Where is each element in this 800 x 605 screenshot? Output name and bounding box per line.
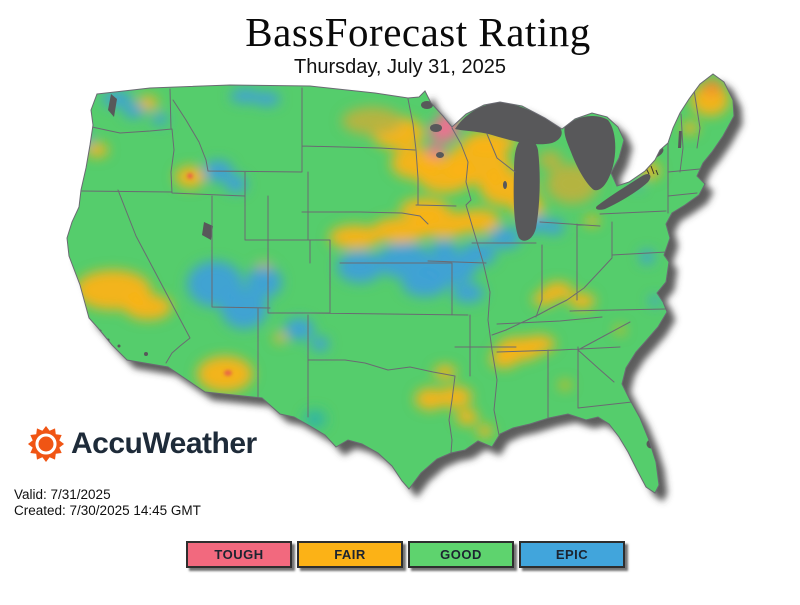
rating-blob-epic xyxy=(544,219,564,235)
rating-blob-fair xyxy=(456,209,500,233)
rating-blob-epic xyxy=(452,283,484,303)
rating-blob-epic xyxy=(431,240,457,258)
rating-blob-fair xyxy=(533,292,555,306)
rating-blob-fair xyxy=(569,293,595,309)
rating-blob-epic xyxy=(337,251,383,283)
channel-island-3 xyxy=(117,344,121,348)
lake-champlain xyxy=(678,131,682,148)
rating-blob-epic xyxy=(254,92,280,106)
lake-superior xyxy=(455,102,562,145)
rating-blob-fair xyxy=(86,143,108,157)
legend-label: EPIC xyxy=(555,547,589,562)
validity-block: Valid: 7/31/2025 Created: 7/30/2025 14:4… xyxy=(14,487,201,519)
rating-blob-fair xyxy=(438,386,472,408)
rating-hotspot-layer xyxy=(187,173,232,376)
rating-blob-fair xyxy=(434,365,456,379)
minnesota-lake-1 xyxy=(430,124,442,132)
page-title: BassForecast Rating xyxy=(245,9,591,55)
rating-blob-fair xyxy=(585,216,599,226)
legend-item-epic: EPIC xyxy=(519,541,625,568)
rating-blob-epic xyxy=(152,113,168,125)
rating-blob-epic xyxy=(230,89,260,103)
salton-sea xyxy=(144,352,148,356)
created-timestamp: Created: 7/30/2025 14:45 GMT xyxy=(14,503,201,518)
legend-label: GOOD xyxy=(440,547,482,562)
rating-blob-fair xyxy=(490,350,518,368)
rating-blob-epic xyxy=(311,337,329,351)
rating-blob-epic xyxy=(649,296,661,306)
rating-spot-hot_spot xyxy=(187,173,193,179)
rating-blob-epic xyxy=(246,266,282,298)
rating-blob-epic xyxy=(225,175,247,193)
rating-blob-olive xyxy=(342,107,402,135)
page-subtitle: Thursday, July 31, 2025 xyxy=(294,56,506,78)
rating-blob-fair xyxy=(559,381,571,389)
rating-blob-fair xyxy=(682,122,698,134)
rating-blob-fair xyxy=(138,96,158,110)
legend-item-good: GOOD xyxy=(408,541,514,568)
rating-blob-epic xyxy=(221,289,267,329)
puget-sound xyxy=(108,94,117,117)
rating-blob-fair xyxy=(523,335,555,353)
rating-blob-fair xyxy=(372,217,428,243)
rating-blob-epic xyxy=(640,250,654,264)
rating-blob-olive xyxy=(538,151,562,169)
lake-erie xyxy=(595,173,651,210)
lake-michigan xyxy=(513,139,540,241)
legend-item-fair: FAIR xyxy=(297,541,403,568)
legend-label: TOUGH xyxy=(214,547,264,562)
legend-label: FAIR xyxy=(334,547,366,562)
rating-blob-deep_orange xyxy=(701,79,723,95)
rating-blob-epic xyxy=(460,242,496,266)
lake-winnebago xyxy=(503,181,507,189)
rating-blob-fair xyxy=(124,294,172,320)
rating-blob-epic xyxy=(284,318,314,340)
rating-spot-hot_spot xyxy=(224,370,232,376)
rating-blob-teal xyxy=(304,410,326,428)
state-borders xyxy=(80,87,701,454)
lake-of-the-woods xyxy=(421,101,433,109)
lake-huron xyxy=(564,116,616,191)
rating-blob-epic xyxy=(489,227,521,249)
rating-blob-fair xyxy=(615,326,625,334)
minnesota-lake-2 xyxy=(436,152,444,158)
rating-blob-fair xyxy=(415,388,445,410)
rating-blob-epic xyxy=(79,132,91,146)
rating-blob-fair xyxy=(400,198,448,220)
valid-date: Valid: 7/31/2025 xyxy=(14,487,111,502)
great-salt-lake xyxy=(202,222,213,240)
rating-legend: TOUGH FAIR GOOD EPIC xyxy=(186,541,625,568)
accuweather-logo: AccuWeather xyxy=(27,425,257,463)
sun-icon xyxy=(27,425,65,463)
rating-blob-epic xyxy=(377,243,433,279)
accuweather-wordmark: AccuWeather xyxy=(71,427,257,460)
rating-blob-fair xyxy=(477,425,493,437)
rating-blob-fair xyxy=(274,333,286,343)
rating-blob-epic xyxy=(123,104,145,118)
rating-blob-fair xyxy=(456,409,478,425)
rating-blob-fair xyxy=(329,225,381,249)
legend-item-tough: TOUGH xyxy=(186,541,292,568)
rating-blob-epic xyxy=(402,271,448,297)
